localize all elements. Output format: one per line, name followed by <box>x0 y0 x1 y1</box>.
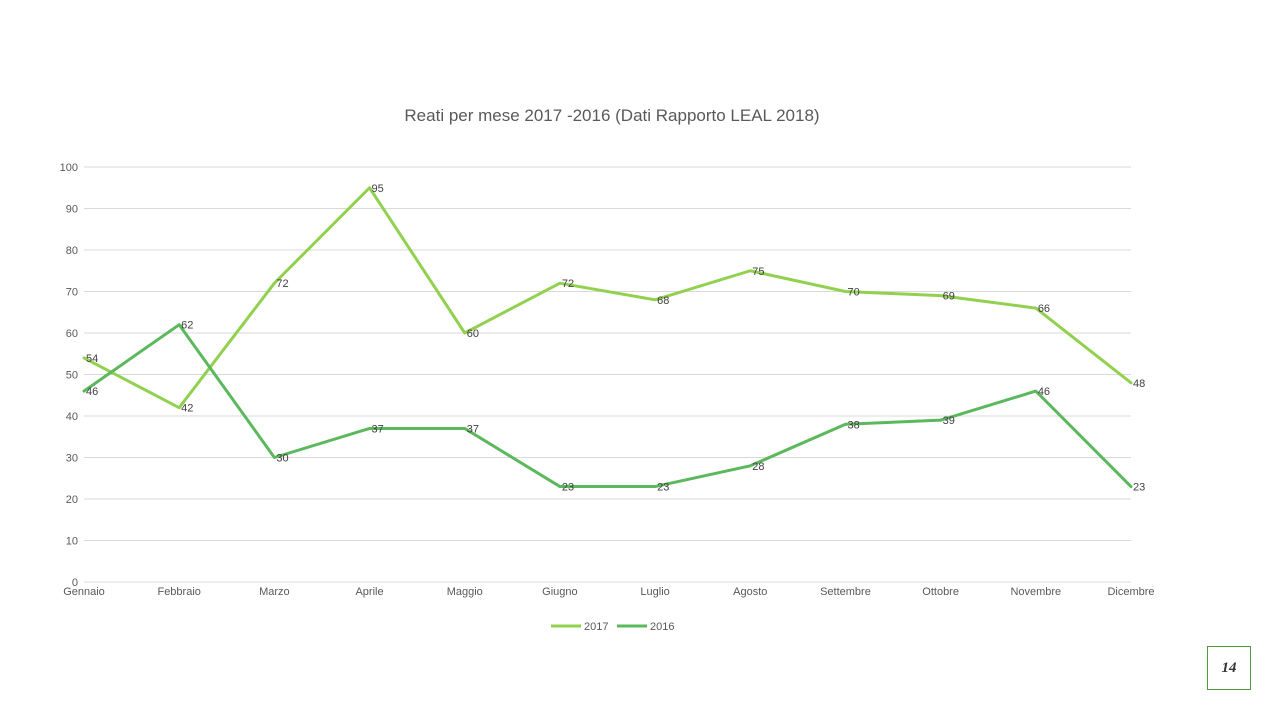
series-line-2017 <box>82 186 1133 410</box>
x-tick-label: Febbraio <box>157 586 200 598</box>
data-label: 30 <box>276 453 288 465</box>
y-axis-tick-labels: 0 10 20 30 40 50 60 70 80 90 100 <box>60 162 78 589</box>
y-tick-label: 100 <box>60 162 78 174</box>
x-tick-label: Giugno <box>542 586 577 598</box>
y-tick-label: 20 <box>66 494 78 506</box>
x-tick-label: Luglio <box>640 586 669 598</box>
x-tick-label: Marzo <box>259 586 290 598</box>
data-label: 37 <box>467 423 479 435</box>
data-label: 28 <box>752 461 764 473</box>
x-tick-label: Dicembre <box>1107 586 1154 598</box>
legend-item-2016: 2016 <box>617 621 674 633</box>
legend-label: 2016 <box>650 621 674 633</box>
x-tick-label: Maggio <box>447 586 483 598</box>
x-tick-label: Gennaio <box>63 586 105 598</box>
y-tick-label: 50 <box>66 370 78 382</box>
data-label: 66 <box>1038 303 1050 315</box>
x-axis-tick-labels: Gennaio Febbraio Marzo Aprile Maggio Giugno Lu… <box>63 586 1154 598</box>
data-label: 95 <box>372 183 384 195</box>
y-tick-label: 90 <box>66 204 78 216</box>
series-line-2016 <box>82 323 1133 489</box>
data-label: 72 <box>276 278 288 290</box>
y-tick-label: 40 <box>66 411 78 423</box>
data-label: 39 <box>943 415 955 427</box>
data-label: 46 <box>1038 386 1050 398</box>
gridlines <box>84 166 1131 583</box>
page-number: 14 <box>1207 646 1251 690</box>
data-label: 23 <box>1133 482 1145 494</box>
y-tick-label: 10 <box>66 536 78 548</box>
y-tick-label: 0 <box>72 577 78 589</box>
y-tick-label: 70 <box>66 287 78 299</box>
legend-label: 2017 <box>584 621 608 633</box>
x-tick-label: Ottobre <box>922 586 959 598</box>
data-labels: 54 42 72 95 60 72 68 75 70 69 66 48 46 62 30 37 37 23 23 28… <box>86 183 1145 494</box>
data-label: 72 <box>562 278 574 290</box>
data-label: 62 <box>181 320 193 332</box>
data-label: 37 <box>372 423 384 435</box>
data-label: 46 <box>86 386 98 398</box>
series-lines <box>82 186 1133 489</box>
data-label: 48 <box>1133 378 1145 390</box>
x-tick-label: Agosto <box>733 586 767 598</box>
data-label: 42 <box>181 403 193 415</box>
x-tick-label: Novembre <box>1010 586 1061 598</box>
data-label: 68 <box>657 295 669 307</box>
legend: 2017 2016 <box>551 621 674 633</box>
chart-title: Reati per mese 2017 -2016 (Dati Rapporto… <box>404 106 819 125</box>
y-tick-label: 60 <box>66 328 78 340</box>
y-tick-label: 80 <box>66 245 78 257</box>
data-label: 69 <box>943 291 955 303</box>
legend-item-2017: 2017 <box>551 621 608 633</box>
data-label: 23 <box>562 482 574 494</box>
data-label: 38 <box>847 419 859 431</box>
x-tick-label: Aprile <box>355 586 383 598</box>
y-tick-label: 30 <box>66 453 78 465</box>
data-label: 75 <box>752 266 764 278</box>
data-label: 60 <box>467 328 479 340</box>
x-tick-label: Settembre <box>820 586 871 598</box>
data-label: 70 <box>847 287 859 299</box>
data-label: 23 <box>657 482 669 494</box>
data-label: 54 <box>86 353 98 365</box>
